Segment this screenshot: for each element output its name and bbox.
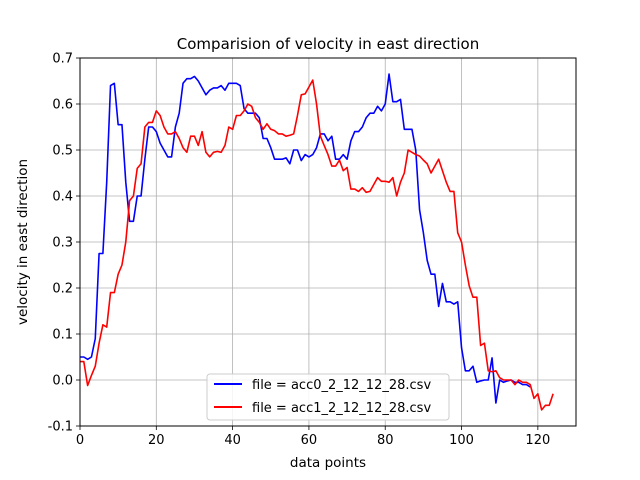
x-tick-label: 0 bbox=[76, 433, 84, 448]
series-layer bbox=[80, 73, 554, 411]
axis-ticks: 0 20 40 60 80 100 120 -0.1 0.0 0.1 0.2 0.3 0.4 0.5 0.6… bbox=[48, 52, 551, 449]
y-tick-label: 0.7 bbox=[52, 52, 73, 67]
legend-label-series-1: file = acc0_2_12_12_28.csv bbox=[252, 378, 431, 393]
series-line-1 bbox=[80, 73, 531, 404]
y-tick-label: 0.3 bbox=[52, 236, 73, 251]
grid-lines bbox=[79, 57, 576, 427]
y-tick-label: -0.1 bbox=[48, 420, 73, 435]
x-tick-label: 40 bbox=[224, 433, 241, 448]
legend-label-series-2: file = acc1_2_12_12_28.csv bbox=[252, 401, 431, 416]
legend: file = acc0_2_12_12_28.csv file = acc1_2… bbox=[206, 373, 450, 421]
x-tick-label: 80 bbox=[377, 433, 394, 448]
y-tick-label: 0.4 bbox=[52, 190, 73, 205]
x-tick-label: 60 bbox=[301, 433, 318, 448]
x-axis-label: data points bbox=[290, 455, 366, 471]
y-tick-label: 0.1 bbox=[52, 328, 73, 343]
y-tick-label: 0.6 bbox=[52, 98, 73, 113]
x-tick-label: 120 bbox=[525, 433, 550, 448]
x-tick-label: 20 bbox=[148, 433, 165, 448]
series-line-2 bbox=[80, 79, 554, 411]
x-tick-label: 100 bbox=[449, 433, 474, 448]
y-tick-label: 0.2 bbox=[52, 282, 73, 297]
chart-title: Comparision of velocity in east directio… bbox=[177, 35, 479, 53]
y-tick-label: 0.0 bbox=[52, 374, 73, 389]
y-tick-label: 0.5 bbox=[52, 144, 73, 159]
y-axis-label: velocity in east direction bbox=[15, 159, 31, 325]
legend-box bbox=[206, 373, 450, 421]
